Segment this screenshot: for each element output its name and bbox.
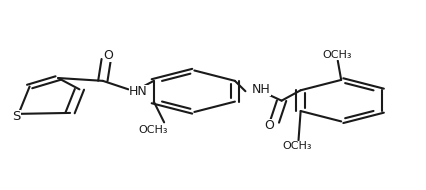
Text: OCH₃: OCH₃: [322, 50, 351, 60]
Text: O: O: [103, 49, 113, 62]
Text: OCH₃: OCH₃: [138, 125, 167, 135]
Text: OCH₃: OCH₃: [282, 141, 311, 151]
Text: S: S: [12, 110, 20, 123]
Text: NH: NH: [251, 83, 270, 96]
Text: HN: HN: [129, 85, 148, 98]
Text: O: O: [264, 119, 273, 132]
